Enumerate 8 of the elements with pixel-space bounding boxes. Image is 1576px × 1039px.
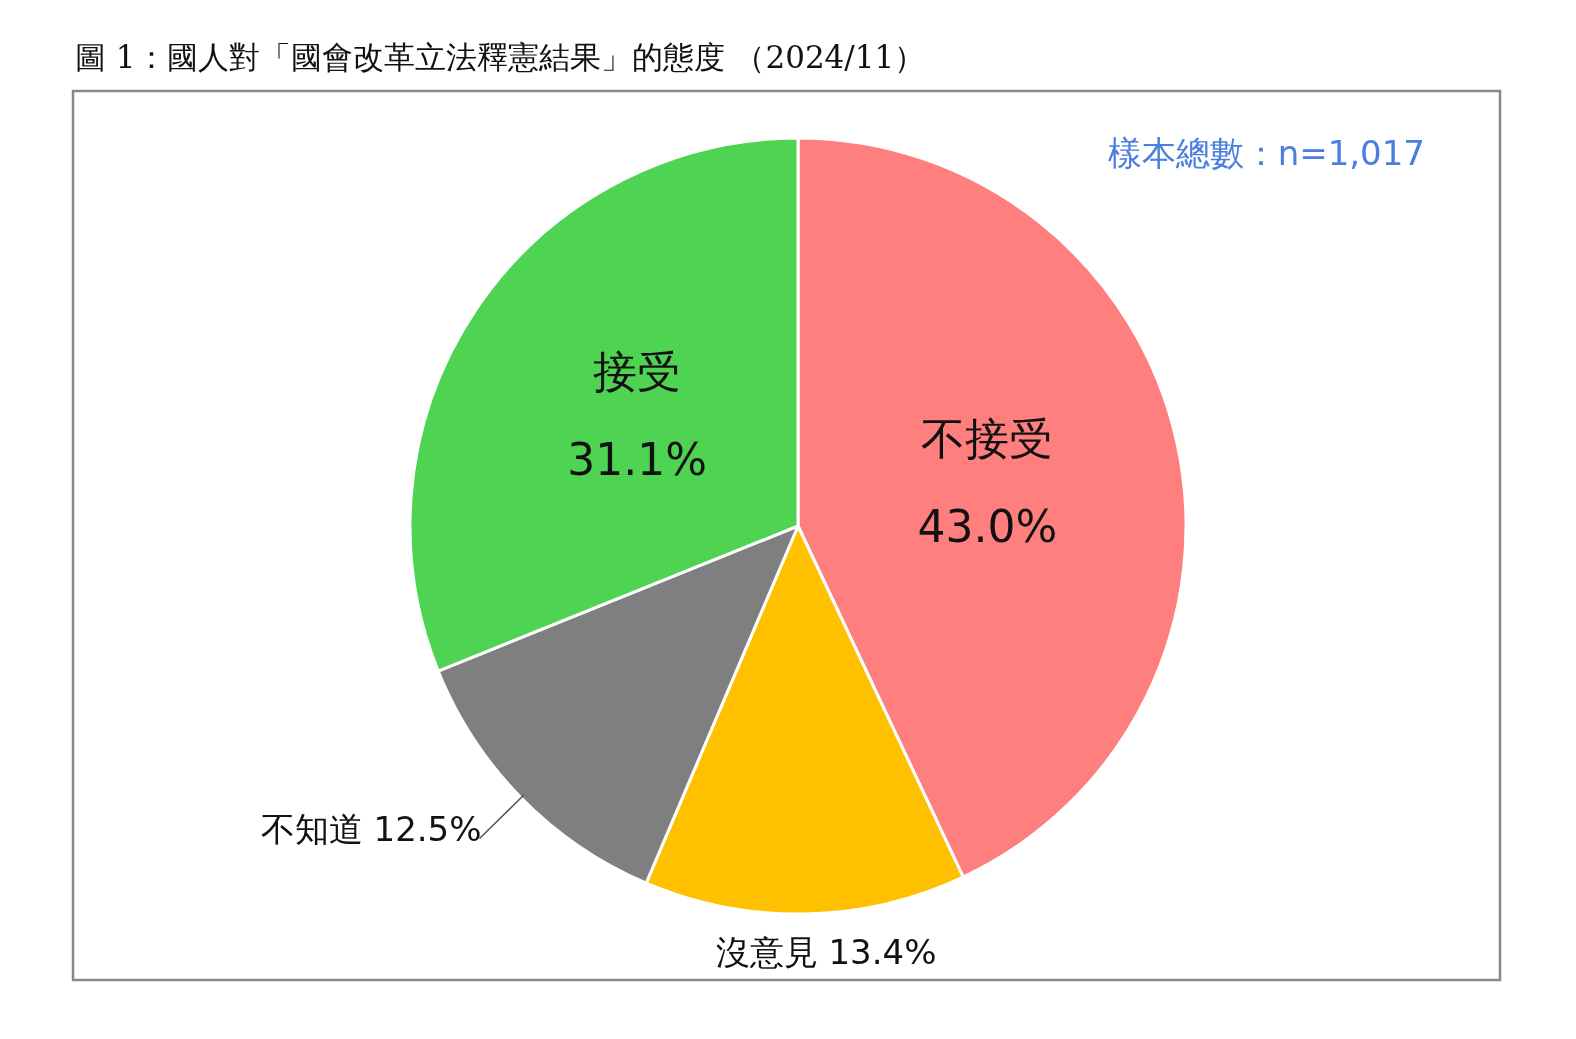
value-label: 31.1% [567,434,708,486]
slice-label: 沒意見 13.4% [715,931,937,972]
value-label: 43.0% [917,500,1058,552]
slice-label: 不接受 [921,412,1054,464]
slice-label: 接受 [593,346,682,398]
annotation: 樣本總數：n=1,017 [1107,133,1425,173]
slice-label: 不知道 12.5% [260,808,482,849]
title: 圖 1：國人對「國會改革立法釋憲結果」的態度 （2024/11） [75,39,926,75]
